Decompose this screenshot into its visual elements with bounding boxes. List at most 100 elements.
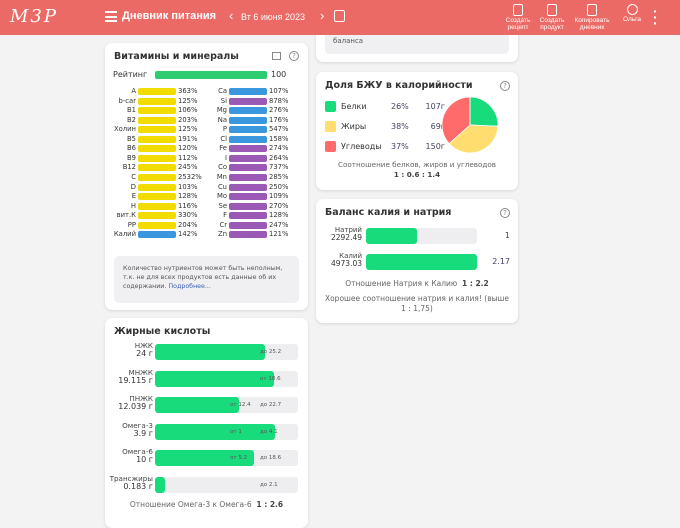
nutrient-name: B6 <box>127 144 136 153</box>
help-icon[interactable]: ? <box>289 51 299 61</box>
fatty-acids-card: Жирные кислоты НЖК 24 г до 25.2 МНЖК 19.115 … <box>105 318 308 528</box>
copy-diary-button[interactable]: Копировать дневник <box>570 4 614 31</box>
fatty-acid-label: Трансжиры 0.183 г <box>105 474 153 491</box>
nutrient-name: Калий <box>113 230 136 239</box>
nutrient-bar <box>138 193 176 201</box>
progress-fill <box>155 344 266 360</box>
prev-day-button[interactable]: ‹ <box>229 8 234 23</box>
nutrient-row[interactable]: Cr 247% <box>196 221 306 230</box>
nutrient-percent: 109% <box>269 192 289 201</box>
fatty-acid-row: НЖК 24 г до 25.2 <box>105 342 308 362</box>
nutrient-row[interactable]: Mg 276% <box>196 106 306 115</box>
next-day-button[interactable]: › <box>320 8 325 23</box>
limit-marker: до 22.7 <box>260 402 282 408</box>
bju-legend-item: Жиры 38% 69г <box>325 121 445 133</box>
potassium-sodium-card: Баланс калия и натрия ? Натрий 2292.49 1 Ка… <box>316 199 518 323</box>
fatty-acid-value: 0.183 г <box>123 481 153 491</box>
nutrient-row[interactable]: I 264% <box>196 154 306 163</box>
nutrient-row[interactable]: Zn 121% <box>196 230 306 239</box>
nutrient-row[interactable]: F 128% <box>196 211 306 220</box>
nutrient-percent: 125% <box>178 125 198 134</box>
progress-track: от 12.4 до 22.7 <box>155 397 298 413</box>
nutrient-bar <box>138 183 176 191</box>
color-swatch <box>325 101 336 112</box>
nutrient-row[interactable]: H 116% <box>105 202 215 211</box>
nutrient-row[interactable]: C 2532% <box>105 173 215 182</box>
nutrient-row[interactable]: B5 191% <box>105 135 215 144</box>
nutrient-row[interactable]: Fe 274% <box>196 144 306 153</box>
nutrient-row[interactable]: Mn 285% <box>196 173 306 182</box>
card-title: Доля БЖУ в калорийности <box>325 80 473 91</box>
nutrient-name: Cl <box>220 134 227 143</box>
calendar-icon[interactable] <box>334 10 345 22</box>
nutrient-row[interactable]: D 103% <box>105 183 215 192</box>
kna-value: 2292.49 <box>330 233 362 242</box>
progress-track: от 5.2 до 18.6 <box>155 450 298 466</box>
create-recipe-button[interactable]: Создать рецепт <box>502 4 534 31</box>
nutrient-row[interactable]: PP 204% <box>105 221 215 230</box>
nutrient-row[interactable]: B12 245% <box>105 163 215 172</box>
kna-ratio: Отношение Натрия к Калию 1 : 2.2 <box>345 279 489 288</box>
nutrient-bar <box>138 174 176 182</box>
nutrient-bar <box>229 212 267 220</box>
nutrient-row[interactable]: B2 203% <box>105 116 215 125</box>
nutrient-percent: 158% <box>269 134 289 143</box>
nutrient-row[interactable]: вит.К 330% <box>105 211 215 220</box>
page-title: Дневник питания <box>122 10 217 22</box>
nutrient-row[interactable]: P 547% <box>196 125 306 134</box>
nutrient-bar <box>229 183 267 191</box>
nutrient-name: Mn <box>216 173 227 182</box>
card-title: Баланс калия и натрия <box>325 207 452 218</box>
nutrient-row[interactable]: Na 176% <box>196 116 306 125</box>
current-date[interactable]: Вт 6 июня 2023 <box>241 12 305 22</box>
nutrient-bar <box>138 212 176 220</box>
fatty-acid-value: 12.039 г <box>118 402 153 411</box>
nutrient-row[interactable]: Cu 250% <box>196 183 306 192</box>
nutrient-row[interactable]: Si 878% <box>196 97 306 106</box>
nutrient-row[interactable]: b-car 125% <box>105 97 215 106</box>
table-icon[interactable] <box>272 52 281 60</box>
nutrient-row[interactable]: B1 106% <box>105 106 215 115</box>
fatty-acid-value: 3.9 г <box>133 428 153 438</box>
nutrient-row[interactable]: B9 112% <box>105 154 215 163</box>
nutrient-name: PP <box>127 220 136 229</box>
nutrient-bar <box>229 126 267 134</box>
progress-fill <box>155 450 254 466</box>
user-menu[interactable]: Ольга <box>618 4 646 23</box>
nutrient-percent: 106% <box>178 106 198 115</box>
nutrient-row[interactable]: Ca 107% <box>196 87 306 96</box>
nutrient-row[interactable]: Mo 109% <box>196 192 306 201</box>
omega-ratio: Отношение Омега-3 к Омега-6 1 : 2.6 <box>129 500 284 509</box>
logo[interactable]: М3Р <box>10 6 58 27</box>
nutrient-name: Si <box>220 96 227 105</box>
nutrient-row[interactable]: A 363% <box>105 87 215 96</box>
fatty-acid-row: ПНЖК 12.039 г от 12.4 до 22.7 <box>105 395 308 415</box>
nutrient-name: вит.К <box>116 211 136 220</box>
rating-bar <box>155 71 267 79</box>
more-link[interactable]: Подробнее... <box>168 283 211 290</box>
limit-marker: до 4.1 <box>260 428 278 435</box>
bju-pie-chart <box>442 97 498 153</box>
nutrient-row[interactable]: Cl 158% <box>196 135 306 144</box>
kna-name: Калий <box>339 252 362 260</box>
help-icon[interactable]: ? <box>500 81 510 91</box>
nutrient-row[interactable]: E 128% <box>105 192 215 201</box>
nutrient-name: Mo <box>216 192 227 201</box>
nutrient-percent: 247% <box>269 220 289 229</box>
limit-marker: до 2.1 <box>260 481 278 488</box>
nutrient-row[interactable]: Калий 142% <box>105 230 215 239</box>
fatty-acid-name: ПНЖК <box>129 394 153 403</box>
create-product-button[interactable]: Создать продукт <box>536 4 568 31</box>
menu-icon[interactable] <box>105 11 117 22</box>
nutrient-row[interactable]: Холин 125% <box>105 125 215 134</box>
help-icon[interactable]: ? <box>500 208 510 218</box>
pie-slice-Жиры <box>448 124 498 153</box>
nutrient-row[interactable]: Co 737% <box>196 163 306 172</box>
nutrient-percent: 103% <box>178 182 198 191</box>
more-icon[interactable]: · · · <box>653 3 658 31</box>
nutrient-row[interactable]: B6 120% <box>105 144 215 153</box>
nutrient-bar <box>229 97 267 105</box>
progress-fill <box>155 397 240 413</box>
progress-track: до 25.2 <box>155 344 298 360</box>
nutrient-row[interactable]: Se 270% <box>196 202 306 211</box>
